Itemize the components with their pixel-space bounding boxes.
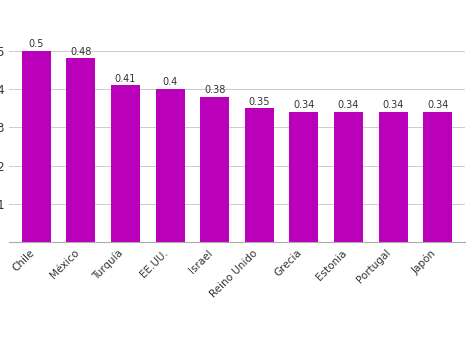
Text: 0.48: 0.48 bbox=[70, 47, 91, 57]
Text: 0.34: 0.34 bbox=[427, 100, 448, 110]
Bar bbox=[334, 112, 363, 242]
Text: 0.4: 0.4 bbox=[163, 78, 178, 88]
Text: 0.35: 0.35 bbox=[248, 97, 270, 107]
Bar bbox=[379, 112, 408, 242]
Bar bbox=[200, 97, 229, 242]
Bar bbox=[423, 112, 452, 242]
Text: 0.34: 0.34 bbox=[293, 100, 315, 110]
Bar bbox=[155, 89, 184, 242]
Bar bbox=[290, 112, 319, 242]
Text: 0.34: 0.34 bbox=[338, 100, 359, 110]
Text: 0.34: 0.34 bbox=[383, 100, 404, 110]
Bar bbox=[22, 51, 51, 242]
Text: 0.41: 0.41 bbox=[115, 74, 136, 84]
Text: 0.5: 0.5 bbox=[28, 39, 44, 49]
Bar bbox=[245, 108, 274, 242]
Text: 0.38: 0.38 bbox=[204, 85, 225, 95]
Bar bbox=[111, 85, 140, 242]
Bar bbox=[66, 58, 95, 242]
